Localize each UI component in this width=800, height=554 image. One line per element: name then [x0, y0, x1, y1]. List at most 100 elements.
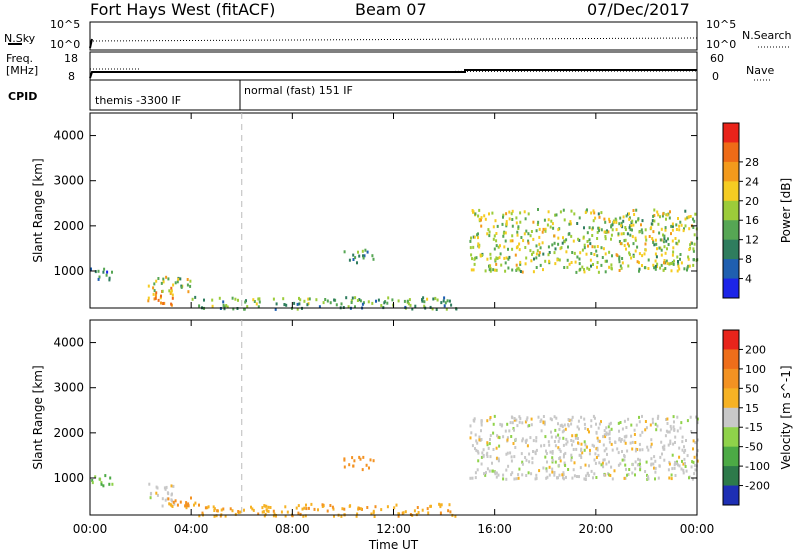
heatmap-cell: [554, 262, 557, 266]
heatmap-cell: [444, 301, 447, 305]
heatmap-cell: [656, 424, 659, 428]
heatmap-cell: [665, 259, 668, 263]
heatmap-cell: [343, 457, 346, 461]
colorbar-label: Velocity [m s^-1]: [779, 365, 793, 469]
heatmap-cell: [557, 433, 560, 437]
heatmap-cell: [448, 503, 451, 507]
heatmap-cell: [542, 252, 545, 256]
heatmap-cell: [491, 211, 494, 215]
heatmap-cell: [523, 232, 526, 236]
heatmap-cell: [98, 275, 101, 279]
heatmap-cell: [518, 248, 521, 252]
heatmap-cell: [542, 415, 545, 418]
heatmap-cell: [608, 460, 610, 464]
heatmap-cell: [619, 421, 622, 424]
heatmap-cell: [283, 303, 286, 307]
heatmap-cell: [624, 228, 627, 231]
heatmap-cell: [591, 245, 594, 249]
heatmap-cell: [637, 217, 640, 221]
heatmap-cell: [638, 269, 640, 273]
x-tick-label: 20:00: [579, 522, 614, 536]
heatmap-cell: [157, 277, 160, 280]
heatmap-cell: [620, 224, 623, 228]
heatmap-cell: [193, 503, 195, 507]
heatmap-cell: [647, 475, 650, 479]
heatmap-cell: [165, 275, 168, 279]
heatmap-cell: [480, 224, 483, 228]
heatmap-cell: [502, 213, 505, 217]
heatmap-cell: [172, 484, 175, 488]
heatmap-cell: [155, 485, 158, 489]
heatmap-cell: [160, 301, 162, 305]
heatmap-cell: [305, 507, 308, 511]
heatmap-cell: [611, 254, 613, 258]
heatmap-cell: [644, 470, 647, 473]
heatmap-cell: [267, 505, 270, 509]
heatmap-cell: [489, 455, 492, 459]
heatmap-cell: [280, 510, 283, 514]
heatmap-cell: [603, 458, 606, 462]
heatmap-cell: [503, 256, 506, 260]
heatmap-cell: [480, 429, 482, 433]
heatmap-cell: [663, 261, 665, 265]
heatmap-cell: [571, 476, 574, 480]
heatmap-cell: [362, 455, 365, 459]
heatmap-cell: [561, 473, 564, 477]
heatmap-cell: [544, 455, 547, 459]
heatmap-cell: [644, 242, 647, 246]
heatmap-cell: [611, 448, 614, 452]
heatmap-cell: [102, 270, 105, 274]
heatmap-cell: [678, 446, 681, 450]
heatmap-cell: [653, 219, 656, 223]
heatmap-cell: [588, 226, 591, 230]
heatmap-cell: [481, 451, 484, 455]
heatmap-cell: [666, 261, 669, 265]
heatmap-cell: [553, 473, 556, 477]
heatmap-cell: [665, 418, 668, 421]
heatmap-cell: [360, 507, 363, 511]
heatmap-cell: [329, 301, 332, 305]
heatmap-cell: [206, 506, 209, 510]
heatmap-cell: [296, 307, 299, 311]
heatmap-cell: [625, 426, 628, 429]
colorbar-tick-label: 24: [745, 175, 759, 188]
heatmap-cell: [551, 456, 554, 460]
heatmap-cell: [570, 422, 573, 426]
heatmap-cell: [628, 226, 631, 230]
heatmap-cell: [231, 509, 234, 513]
heatmap-cell: [611, 477, 614, 481]
heatmap-cell: [583, 422, 586, 426]
heatmap-cell: [596, 245, 599, 248]
heatmap-cell: [149, 496, 152, 500]
colorbar-swatch: [723, 259, 739, 280]
heatmap-cell: [596, 230, 599, 234]
heatmap-cell: [306, 303, 309, 307]
heatmap-cell: [608, 437, 611, 440]
heatmap-cell: [685, 439, 687, 442]
heatmap-cell: [563, 218, 566, 222]
heatmap-cell: [477, 459, 480, 463]
heatmap-cell: [524, 420, 527, 424]
heatmap-cell: [572, 448, 575, 451]
heatmap-cell: [535, 439, 538, 443]
heatmap-cell: [179, 500, 182, 504]
heatmap-cell: [656, 262, 659, 266]
heatmap-cell: [357, 250, 359, 254]
heatmap-cell: [634, 441, 637, 444]
heatmap-cell: [261, 506, 264, 510]
heatmap-cell: [632, 242, 635, 246]
heatmap-cell: [542, 466, 545, 470]
heatmap-cell: [610, 465, 613, 469]
heatmap-cell: [654, 259, 657, 263]
heatmap-cell: [555, 435, 557, 439]
heatmap-cell: [542, 227, 545, 231]
heatmap-cell: [387, 296, 390, 300]
heatmap-cell: [488, 234, 491, 238]
heatmap-cell: [551, 450, 554, 453]
heatmap-cell: [543, 420, 546, 424]
heatmap-cell: [350, 301, 353, 304]
heatmap-cell: [643, 252, 646, 256]
heatmap-cell: [371, 301, 374, 305]
heatmap-cell: [645, 460, 648, 464]
heatmap-cell: [654, 264, 657, 268]
